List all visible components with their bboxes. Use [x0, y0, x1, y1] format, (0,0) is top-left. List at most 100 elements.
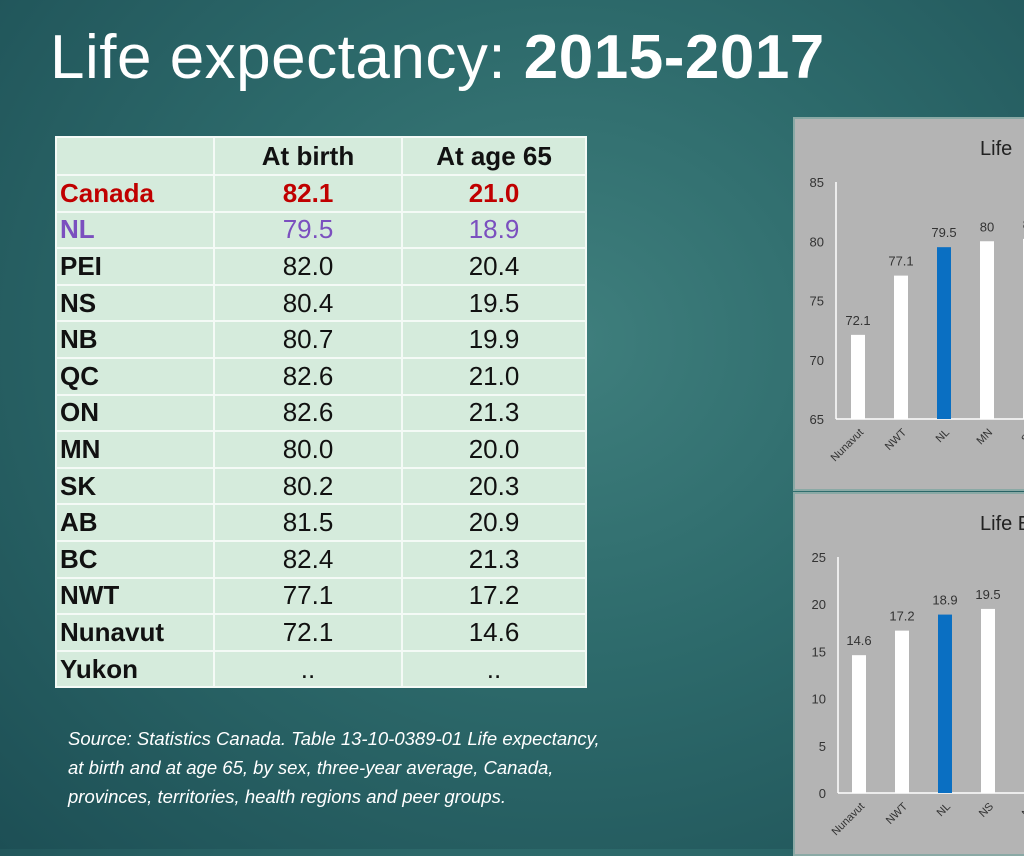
- at-65-cell: 18.9: [402, 212, 586, 249]
- row-label: NS: [56, 285, 214, 322]
- data-label: 17.2: [889, 609, 914, 624]
- table-row: Yukon....: [56, 651, 586, 688]
- y-tick-label: 25: [812, 550, 826, 565]
- at-65-cell: 20.9: [402, 504, 586, 541]
- row-label: SK: [56, 468, 214, 505]
- data-label: 18.9: [932, 593, 957, 608]
- at-65-cell: 20.0: [402, 431, 586, 468]
- bar: [851, 335, 865, 419]
- at-birth-cell: 82.1: [214, 175, 402, 212]
- row-label: PEI: [56, 248, 214, 285]
- chart-title: Life: [980, 138, 1012, 160]
- at-65-cell: 19.5: [402, 285, 586, 322]
- x-tick-label: MN: [975, 427, 996, 448]
- at-birth-cell: 82.0: [214, 248, 402, 285]
- bar: [895, 631, 909, 793]
- at-birth-cell: 80.0: [214, 431, 402, 468]
- bar: [938, 615, 952, 793]
- row-label: [56, 137, 214, 175]
- at-birth-cell: 77.1: [214, 578, 402, 615]
- at-birth-cell: 82.4: [214, 541, 402, 578]
- row-label: Nunavut: [56, 614, 214, 651]
- at-birth-cell: ..: [214, 651, 402, 688]
- row-label: NB: [56, 321, 214, 358]
- data-label: 19.5: [975, 587, 1000, 602]
- x-tick-label: Nunavut: [830, 801, 867, 838]
- at-65-cell: At age 65: [402, 137, 586, 175]
- y-tick-label: 10: [812, 692, 826, 707]
- row-label: ON: [56, 395, 214, 432]
- at-65-cell: 19.9: [402, 321, 586, 358]
- chart-title: Life E: [980, 513, 1024, 535]
- at-birth-cell: 81.5: [214, 504, 402, 541]
- y-tick-label: 5: [819, 739, 826, 754]
- y-tick-label: 20: [812, 597, 826, 612]
- at-65-cell: 21.0: [402, 175, 586, 212]
- x-tick-label: NWT: [884, 800, 910, 826]
- y-tick-label: 65: [810, 412, 824, 427]
- x-tick-label: NL: [934, 427, 952, 445]
- bar: [981, 609, 995, 793]
- row-label: NWT: [56, 578, 214, 615]
- at-birth-cell: 80.7: [214, 321, 402, 358]
- at-birth-cell: 72.1: [214, 614, 402, 651]
- at-65-cell: 20.3: [402, 468, 586, 505]
- at-birth-cell: At birth: [214, 137, 402, 175]
- at-65-cell: 20.4: [402, 248, 586, 285]
- at-65-cell: 21.3: [402, 395, 586, 432]
- at-birth-cell: 80.4: [214, 285, 402, 322]
- at-birth-cell: 79.5: [214, 212, 402, 249]
- y-tick-label: 75: [810, 294, 824, 309]
- y-tick-label: 80: [810, 234, 824, 249]
- y-tick-label: 85: [810, 175, 824, 190]
- slide-title: Life expectancy: 2015-2017: [50, 22, 825, 93]
- row-label: Yukon: [56, 651, 214, 688]
- y-tick-label: 70: [810, 353, 824, 368]
- row-label: MN: [56, 431, 214, 468]
- at-birth-cell: 80.2: [214, 468, 402, 505]
- at-65-cell: 21.0: [402, 358, 586, 395]
- source-note: Source: Statistics Canada. Table 13-10-0…: [68, 724, 608, 811]
- x-tick-label: NB: [1020, 801, 1024, 820]
- at-65-cell: ..: [402, 651, 586, 688]
- x-tick-label: NWT: [883, 426, 909, 452]
- at-65-cell: 14.6: [402, 614, 586, 651]
- row-label: NL: [56, 212, 214, 249]
- data-label: 77.1: [888, 254, 913, 269]
- row-label: BC: [56, 541, 214, 578]
- data-label: 14.6: [846, 633, 871, 648]
- chart-at-age-65: Life E 0 5 10 15 20 25 14.6 Nunavut 17.2 NWT 18.9 NL…: [793, 492, 1024, 856]
- y-tick-label: 15: [812, 644, 826, 659]
- row-label: AB: [56, 504, 214, 541]
- bar: [852, 655, 866, 793]
- bar: [894, 276, 908, 419]
- x-tick-label: SK: [1019, 426, 1024, 445]
- row-label: Canada: [56, 175, 214, 212]
- x-tick-label: Nunavut: [829, 427, 866, 464]
- row-label: QC: [56, 358, 214, 395]
- at-65-cell: 17.2: [402, 578, 586, 615]
- data-label: 72.1: [845, 313, 870, 328]
- x-tick-label: NS: [977, 801, 996, 820]
- x-tick-label: NL: [935, 801, 953, 819]
- y-tick-label: 0: [819, 786, 826, 801]
- data-label: 80: [980, 219, 994, 234]
- bar: [937, 247, 951, 419]
- at-birth-cell: 82.6: [214, 358, 402, 395]
